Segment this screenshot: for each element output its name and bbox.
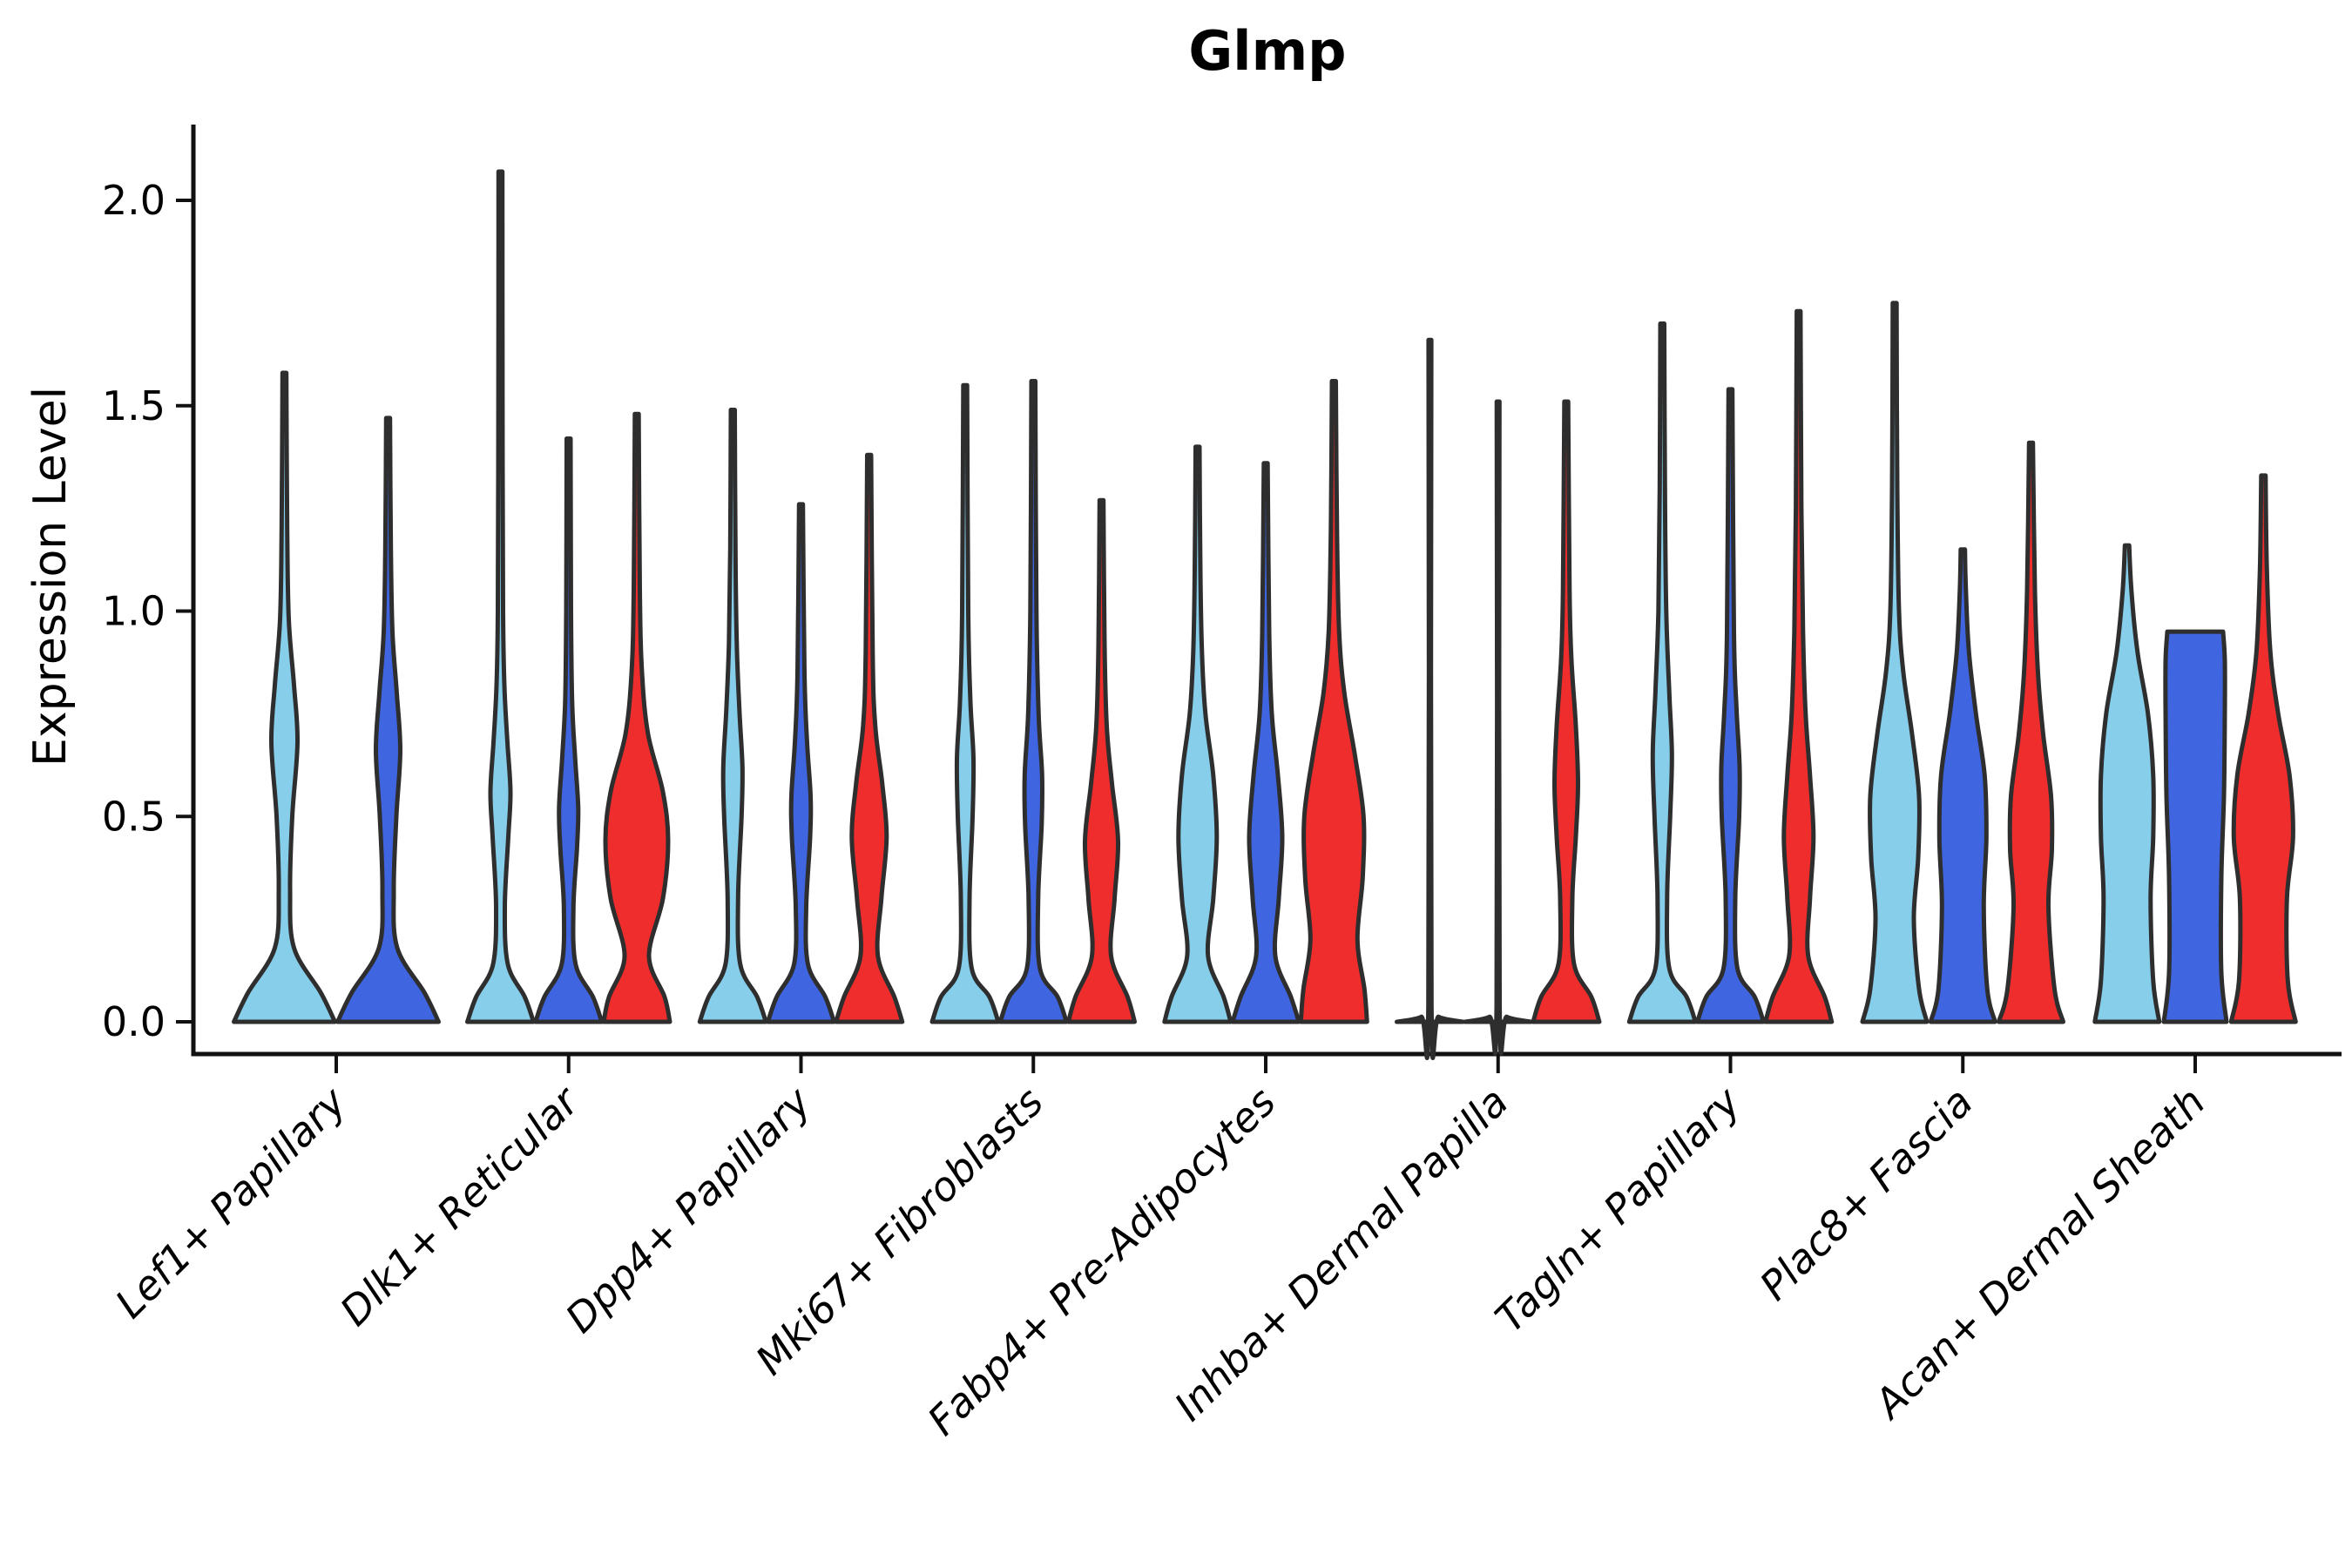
x-tick-label: Plac8+ Fascia — [1751, 1078, 1982, 1309]
violin-acan-dermal-sheath-light-blue — [2092, 543, 2162, 1024]
violin-acan-dermal-sheath-dark-blue — [2161, 629, 2229, 1024]
y-tick-label: 1.0 — [102, 588, 166, 635]
x-tick-label: Dlk1+ Reticular — [331, 1076, 590, 1335]
violin-mki67-fibroblasts-dark-blue — [997, 379, 1069, 1024]
violin-plac8-fascia-dark-blue — [1928, 547, 1997, 1024]
x-tick-label: Tagln+ Papillary — [1486, 1078, 1750, 1342]
violin-dlk1-reticular-dark-blue — [533, 436, 605, 1024]
violin-fabp4-pre-adipocytes-red — [1298, 379, 1369, 1024]
y-tick-label: 2.0 — [102, 177, 166, 224]
violin-plac8-fascia-red — [1997, 440, 2065, 1024]
violin-lef1-papillary-light-blue — [232, 370, 337, 1024]
violin-mki67-fibroblasts-red — [1066, 497, 1137, 1024]
violin-fabp4-pre-adipocytes-light-blue — [1162, 444, 1233, 1024]
x-tick-label: Lef1+ Papillary — [106, 1078, 355, 1327]
violin-mki67-fibroblasts-light-blue — [929, 382, 1001, 1024]
y-tick-label: 1.5 — [102, 382, 166, 429]
violin-tagln-papillary-dark-blue — [1695, 387, 1766, 1024]
violin-tagln-papillary-red — [1763, 308, 1835, 1024]
violin-lef1-papillary-dark-blue — [335, 416, 441, 1024]
violin-dlk1-reticular-red — [601, 411, 672, 1024]
violin-inhba-dermal-papilla-red — [1531, 399, 1602, 1024]
violin-inhba-dermal-papilla-light-blue — [1395, 337, 1465, 1060]
violin-dpp4-papillary-red — [834, 452, 905, 1024]
violin-dpp4-papillary-light-blue — [697, 408, 768, 1024]
violin-plac8-fascia-light-blue — [1860, 301, 1930, 1024]
chart-title: Glmp — [1188, 19, 1347, 83]
violin-fabp4-pre-adipocytes-dark-blue — [1230, 461, 1301, 1024]
violin-dpp4-papillary-dark-blue — [766, 502, 836, 1024]
violin-inhba-dermal-papilla-dark-blue — [1463, 399, 1534, 1056]
violin-acan-dermal-sheath-red — [2228, 473, 2298, 1024]
violin-dlk1-reticular-light-blue — [465, 169, 536, 1024]
y-tick-label: 0.0 — [102, 998, 166, 1045]
violin-tagln-papillary-light-blue — [1626, 321, 1698, 1024]
x-tick-label: Dpp4+ Papillary — [557, 1078, 821, 1342]
y-tick-label: 0.5 — [102, 793, 166, 840]
